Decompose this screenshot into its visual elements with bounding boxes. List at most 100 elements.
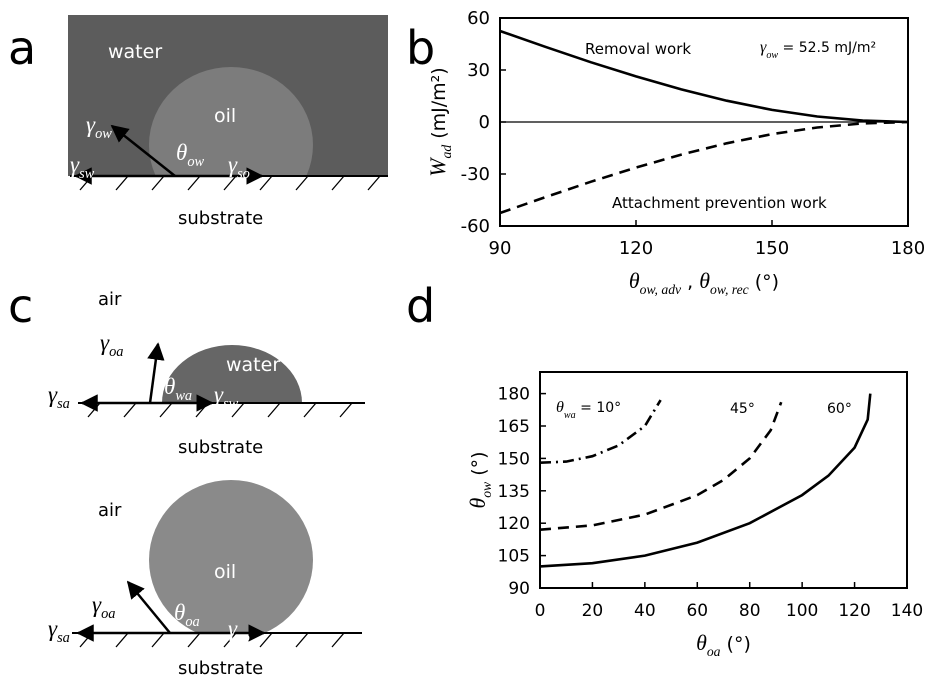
symbol: θ <box>629 269 640 293</box>
hatch <box>79 632 93 648</box>
series-label: 10° <box>596 400 621 416</box>
data-line <box>539 393 872 568</box>
symbol: W <box>426 157 450 177</box>
hatch <box>151 632 165 648</box>
oil-drop <box>149 480 313 633</box>
schematic-label: b <box>406 21 435 75</box>
x-axis-label: θoa (°) <box>696 631 751 659</box>
symbol: γ <box>760 39 767 56</box>
text-part: a <box>8 21 36 75</box>
hatch <box>195 402 209 418</box>
subscript: oa <box>101 606 115 622</box>
subscript: sa <box>57 630 70 646</box>
x-tick-label: 140 <box>891 601 923 621</box>
hatch <box>259 632 273 648</box>
data-line <box>499 120 909 215</box>
subscript: ad <box>439 145 454 159</box>
y-axis-label: Wad (mJ/m²) <box>426 67 454 176</box>
symbol: θ <box>556 399 564 416</box>
hatch <box>87 402 101 418</box>
series-label: 45° <box>730 401 755 417</box>
text-part: b <box>406 21 435 75</box>
hatch <box>331 175 345 191</box>
y-tick-label: 0 <box>479 112 490 133</box>
plot-frame <box>539 371 908 589</box>
subscript: so <box>237 630 250 646</box>
hatch <box>303 402 317 418</box>
schematic-label: water <box>108 41 162 63</box>
schematic-label: water <box>226 354 280 376</box>
schematic-label: γsa <box>48 382 70 412</box>
text-part: oil <box>214 561 236 583</box>
symbol: θ <box>176 140 187 165</box>
symbol: θ <box>696 631 707 655</box>
series-label: Attachment prevention work <box>612 194 827 212</box>
symbol: θ <box>164 374 175 399</box>
schematic-label: substrate <box>178 658 263 679</box>
symbol: γ <box>48 616 58 641</box>
x-tick-label: 20 <box>582 601 604 621</box>
series-label: Removal work <box>585 40 691 58</box>
y-tick-label: 165 <box>498 417 530 437</box>
hatch <box>231 402 245 418</box>
schematic-label: γsa <box>48 616 70 646</box>
y-axis-label: θow (°) <box>466 451 494 508</box>
symbol: γ <box>100 330 110 355</box>
data-line <box>539 401 783 531</box>
symbol: γ <box>86 112 96 137</box>
hatch <box>295 632 309 648</box>
x-tick-label: 60 <box>686 601 708 621</box>
schematic-label: θoa <box>174 600 200 630</box>
hatch <box>187 175 201 191</box>
y-tick-label: 150 <box>498 449 530 469</box>
text-part: (°) <box>749 271 779 293</box>
y-tick-label: 180 <box>498 385 530 405</box>
x-tick-label: 120 <box>619 238 653 259</box>
schematic-label: c <box>8 279 33 333</box>
hatch <box>267 402 281 418</box>
x-tick-label: 180 <box>891 238 925 259</box>
hatch <box>123 402 137 418</box>
text-part: water <box>226 354 280 376</box>
x-tick-label: 150 <box>755 238 789 259</box>
subscript: ow <box>95 126 112 142</box>
hatch <box>367 175 381 191</box>
subscript: sa <box>57 396 70 412</box>
text-part: (mJ/m²) <box>428 67 450 145</box>
force-arrows <box>80 342 214 412</box>
text-part: water <box>108 41 162 63</box>
hatch <box>159 402 173 418</box>
symbol: γ <box>48 382 58 407</box>
text-part: oil <box>214 105 236 127</box>
force-arrows <box>74 124 264 185</box>
hatch <box>115 175 129 191</box>
subscript: wa <box>175 388 192 404</box>
x-tick-label: 90 <box>489 238 512 259</box>
y-tick-label: 135 <box>498 482 530 502</box>
schematic-label: θow <box>176 140 205 170</box>
subscript: so <box>237 166 250 182</box>
text-part: = <box>576 400 597 416</box>
symbol: γ <box>228 152 238 177</box>
hatch <box>331 632 345 648</box>
subscript: oa <box>109 344 123 360</box>
subscript: wa <box>564 410 576 421</box>
y-tick-label: 60 <box>467 8 490 29</box>
data-line <box>499 29 909 124</box>
symbol: θ <box>699 269 710 293</box>
schematic-label: air <box>98 289 122 310</box>
x-tick-label: 80 <box>739 601 761 621</box>
y-tick-label: 30 <box>467 60 490 81</box>
text-part: air <box>98 289 122 310</box>
schematic-label: oil <box>214 561 236 583</box>
schematic-label: γoa <box>100 330 123 360</box>
hatch <box>259 175 273 191</box>
text-part: c <box>8 279 33 333</box>
text-part: = 52.5 mJ/m² <box>778 40 876 56</box>
hatch <box>115 632 129 648</box>
subscript: oa <box>185 614 199 630</box>
symbol: θ <box>466 498 490 509</box>
hatch <box>295 175 309 191</box>
annotation: θwa = 10° <box>556 399 621 421</box>
data-line <box>539 399 662 464</box>
